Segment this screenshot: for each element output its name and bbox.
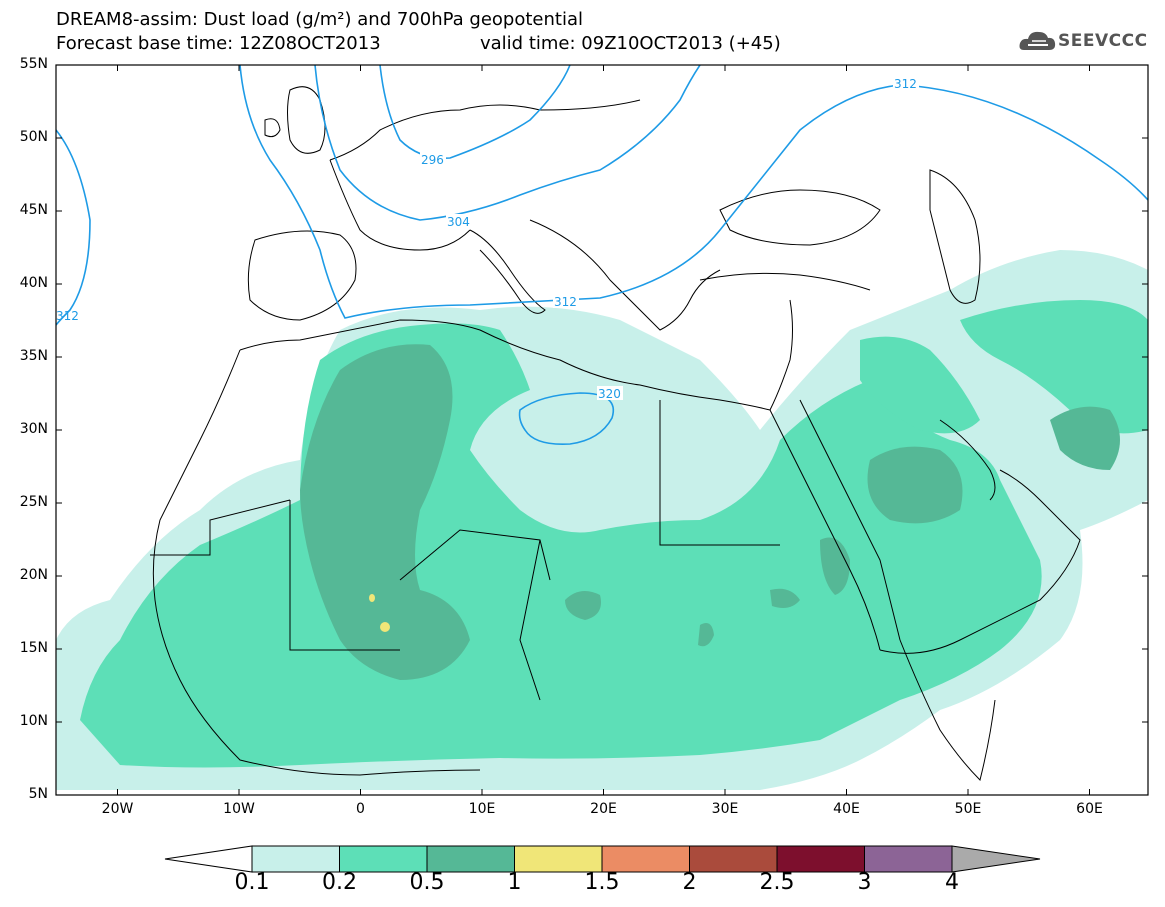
lat-label: 45N bbox=[19, 202, 48, 218]
colorbar-swatch bbox=[251, 845, 340, 873]
contour-label-312-med: 312 bbox=[554, 295, 577, 309]
lon-label: 10E bbox=[468, 801, 496, 817]
lon-label: 50E bbox=[954, 801, 982, 817]
lon-label: 40E bbox=[833, 801, 860, 817]
contour-label-312-west: 312 bbox=[56, 309, 79, 323]
coastlines bbox=[150, 86, 1081, 781]
colorbar-label: 1 bbox=[507, 870, 522, 895]
contour-label-320: 320 bbox=[598, 387, 621, 401]
colorbar-label: 0.5 bbox=[409, 870, 445, 895]
colorbar-label: 3 bbox=[857, 870, 872, 895]
colorbar bbox=[164, 845, 1041, 873]
logo-text: SEEVCCC bbox=[1058, 31, 1148, 51]
lat-label: 25N bbox=[19, 494, 48, 510]
lat-label: 15N bbox=[19, 640, 48, 656]
colorbar-right-arrow bbox=[951, 845, 1041, 873]
dust-field-high bbox=[300, 344, 1120, 680]
lat-label: 5N bbox=[28, 786, 48, 802]
lat-label: 30N bbox=[19, 421, 48, 437]
contour-labels: 296 304 312 312 312 320 bbox=[56, 76, 919, 401]
geopotential-contours bbox=[56, 65, 1148, 446]
lat-label: 10N bbox=[19, 713, 48, 729]
colorbar-label: 4 bbox=[945, 870, 959, 895]
cloud-logo-icon bbox=[1019, 31, 1056, 50]
lat-label: 40N bbox=[19, 275, 48, 291]
contour-label-312-east: 312 bbox=[894, 77, 917, 91]
lon-label: 20E bbox=[590, 801, 617, 817]
lat-label: 20N bbox=[19, 567, 48, 583]
lon-label: 10W bbox=[223, 801, 255, 817]
colorbar-swatch bbox=[601, 845, 690, 873]
colorbar-swatch bbox=[864, 845, 953, 873]
colorbar-swatch bbox=[339, 845, 428, 873]
colorbar-label: 0.1 bbox=[234, 870, 270, 895]
lat-label: 55N bbox=[19, 56, 48, 72]
dust-field-peak bbox=[369, 594, 390, 632]
map-title: DREAM8-assim: Dust load (g/m²) and 700hP… bbox=[56, 9, 583, 30]
colorbar-label: 1.5 bbox=[584, 870, 620, 895]
colorbar-left-arrow bbox=[164, 845, 253, 873]
lon-label: 30E bbox=[711, 801, 739, 817]
contour-label-296: 296 bbox=[421, 153, 444, 167]
contour-label-304: 304 bbox=[447, 215, 470, 229]
colorbar-label: 2 bbox=[682, 870, 697, 895]
colorbar-swatch bbox=[426, 845, 515, 873]
lon-label: 20W bbox=[101, 801, 134, 817]
colorbar-label: 2.5 bbox=[759, 870, 795, 895]
colorbar-label: 0.2 bbox=[322, 870, 357, 895]
lat-label: 35N bbox=[19, 348, 48, 364]
lon-label: 60E bbox=[1076, 801, 1103, 817]
valid-time: valid time: 09Z10OCT2013 (+45) bbox=[480, 33, 781, 54]
lat-label: 50N bbox=[19, 129, 48, 145]
lon-label: 0 bbox=[356, 801, 365, 817]
colorbar-swatch bbox=[514, 845, 603, 873]
colorbar-swatch bbox=[776, 845, 865, 873]
forecast-base-time: Forecast base time: 12Z08OCT2013 bbox=[56, 33, 381, 54]
colorbar-swatch bbox=[689, 845, 778, 873]
axis-ticks bbox=[56, 64, 1148, 796]
